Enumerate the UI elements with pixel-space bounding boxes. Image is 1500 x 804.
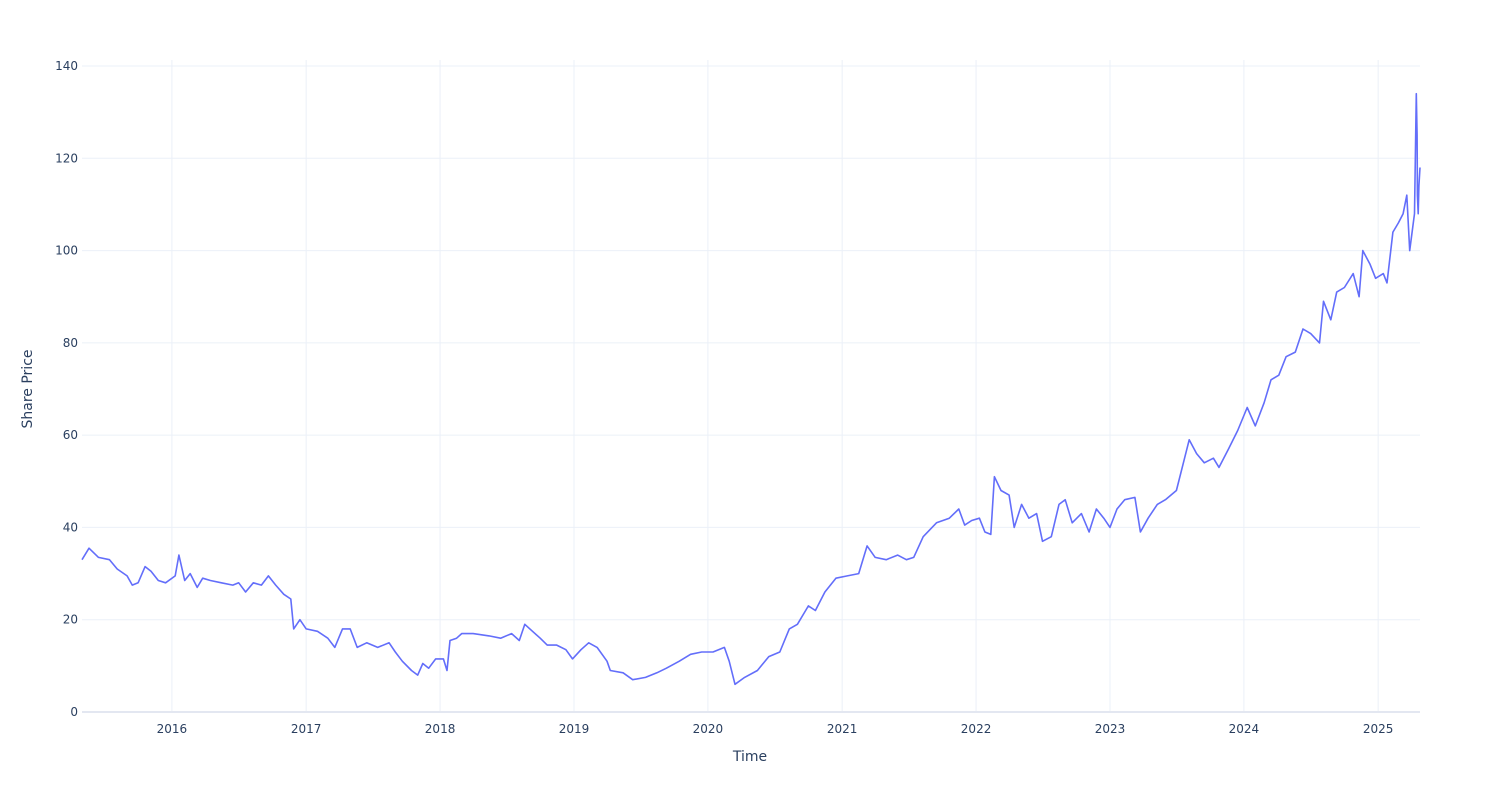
x-tick-label: 2019 — [559, 722, 590, 736]
x-tick-label: 2024 — [1229, 722, 1260, 736]
x-tick-label: 2018 — [425, 722, 456, 736]
y-tick-label: 20 — [63, 613, 78, 627]
y-tick-label: 0 — [70, 705, 78, 719]
y-tick-label: 40 — [63, 520, 78, 534]
y-tick-label: 60 — [63, 428, 78, 442]
x-axis-ticks: 2016 2017 2018 2019 2020 2021 2022 2023 2024 2025 — [157, 722, 1394, 736]
y-axis-title: Share Price — [20, 349, 36, 428]
y-tick-label: 80 — [63, 336, 78, 350]
x-tick-label: 2017 — [291, 722, 322, 736]
y-tick-label: 120 — [55, 151, 78, 165]
x-tick-label: 2023 — [1095, 722, 1126, 736]
x-tick-label: 2020 — [693, 722, 724, 736]
x-tick-label: 2025 — [1363, 722, 1394, 736]
series-line — [81, 92, 1421, 686]
x-tick-label: 2021 — [827, 722, 858, 736]
x-tick-label: 2016 — [157, 722, 188, 736]
y-tick-label: 140 — [55, 59, 78, 73]
y-axis-ticks: 0 20 40 60 80 100 120 140 — [55, 59, 78, 719]
x-tick-label: 2022 — [961, 722, 992, 736]
x-axis-title: Time — [732, 749, 767, 765]
gridlines — [82, 60, 1420, 713]
series-layer — [81, 92, 1421, 686]
y-tick-label: 100 — [55, 244, 78, 258]
